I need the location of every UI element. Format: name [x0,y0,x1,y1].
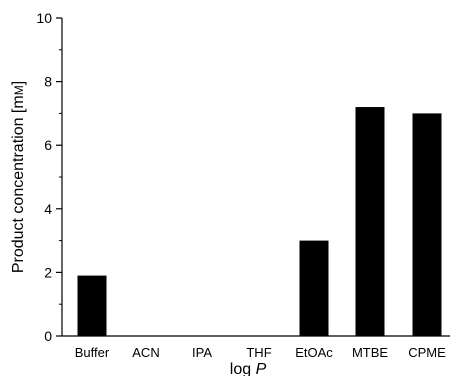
bars [77,107,442,337]
x-tick-label-mtbe: MTBE [352,345,388,360]
x-tick-label-acn: ACN [132,345,159,360]
bar-cpme [412,113,442,337]
y-tick-label: 8 [44,74,52,90]
x-axis-title-italic: P [256,361,267,376]
y-axis-title-unit: M [12,85,26,95]
y-tick-label: 10 [36,10,52,26]
x-tick-labels: Buffer ACN IPA THF EtOAc MTBE CPME [75,345,446,360]
y-tick-label: 6 [44,137,52,153]
x-tick-label-cpme: CPME [408,345,446,360]
x-tick-label-thf: THF [246,345,271,360]
y-tick-label: 0 [44,328,52,344]
bar-buffer [77,275,107,336]
y-tick-label: 2 [44,264,52,280]
y-tick-label: 4 [44,201,52,217]
y-axis-title: Product concentration [mM] [10,81,27,273]
bar-etoac [299,240,329,336]
x-tick-label-ipa: IPA [192,345,212,360]
x-tick-label-etoac: EtOAc [295,345,333,360]
y-ticks: 0 2 4 6 8 10 [36,10,62,344]
bar-mtbe [355,107,385,336]
x-tick-label-buffer: Buffer [75,345,110,360]
x-axis-title: log P [230,361,267,376]
